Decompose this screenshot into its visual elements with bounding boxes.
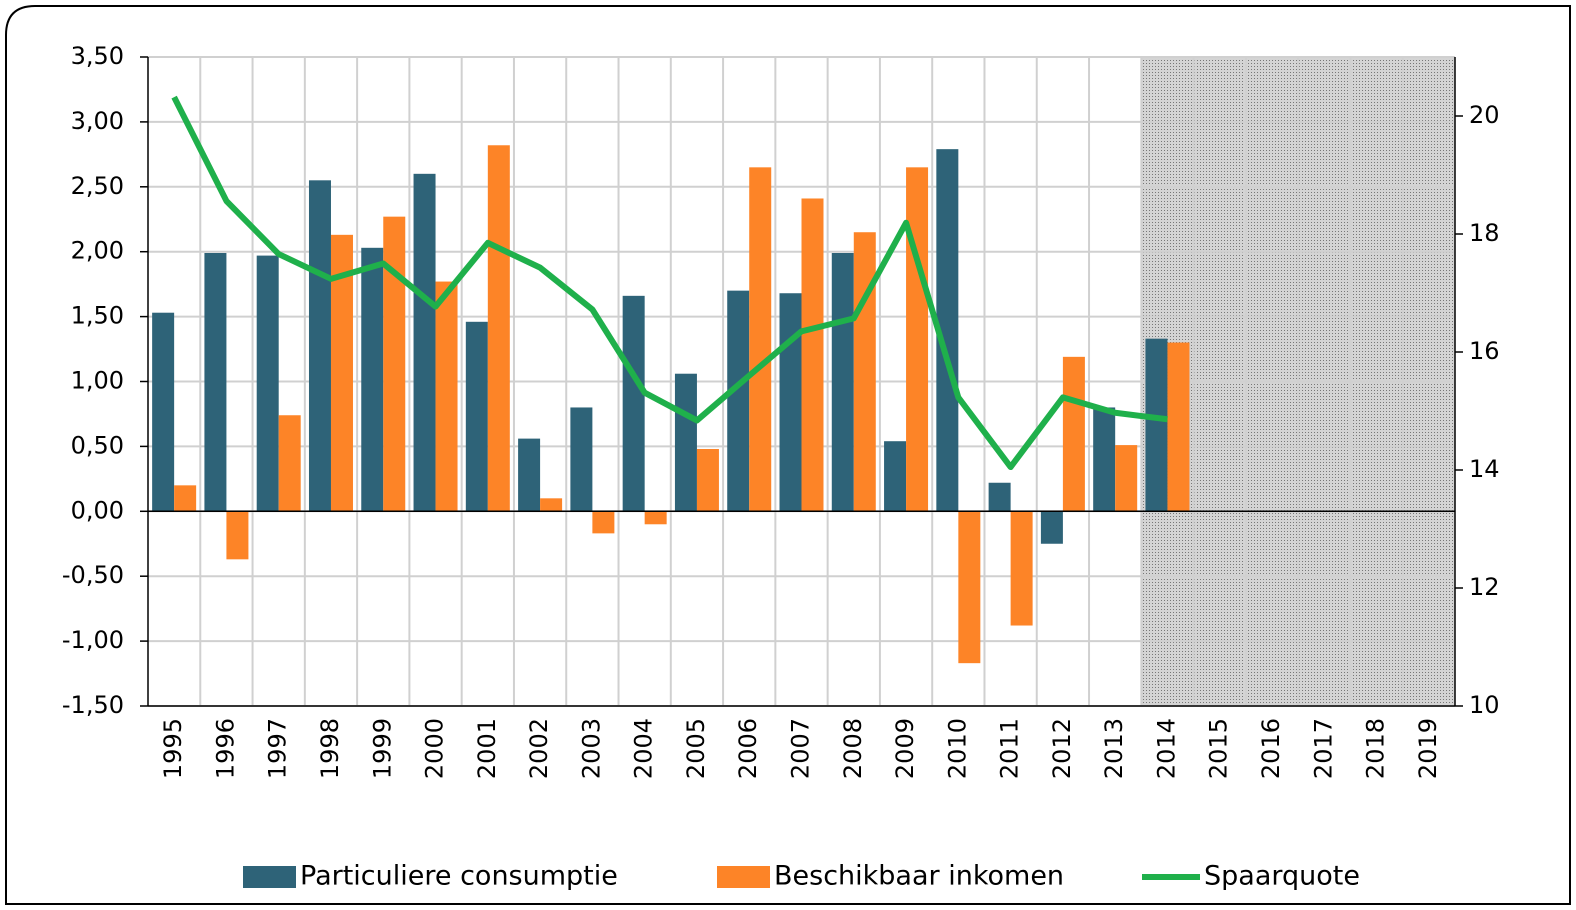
bar bbox=[853, 232, 876, 512]
x-tick-label: 1996 bbox=[211, 718, 239, 779]
y-tick-label: 0,50 bbox=[71, 431, 124, 459]
y2-tick-label: 14 bbox=[1469, 455, 1500, 483]
bar bbox=[204, 252, 227, 512]
bar bbox=[801, 198, 824, 512]
x-tick-label: 2015 bbox=[1205, 718, 1233, 779]
bar bbox=[383, 216, 406, 512]
y-tick-label: 1,50 bbox=[71, 302, 124, 330]
y-tick-label: -1,50 bbox=[62, 691, 124, 719]
bar bbox=[958, 511, 981, 664]
bar bbox=[644, 511, 667, 525]
x-tick-label: 2002 bbox=[525, 718, 553, 779]
legend-label: Spaarquote bbox=[1204, 861, 1360, 892]
x-tick-label: 2007 bbox=[787, 718, 815, 779]
bar bbox=[592, 511, 615, 534]
bar bbox=[518, 438, 541, 512]
bar bbox=[727, 290, 750, 512]
x-tick-label: 1995 bbox=[159, 718, 187, 779]
x-tick-label: 2019 bbox=[1414, 718, 1442, 779]
bar bbox=[278, 415, 301, 512]
x-tick-label: 2005 bbox=[682, 718, 710, 779]
bar bbox=[1115, 445, 1138, 512]
bar bbox=[413, 173, 436, 512]
x-tick-label: 2009 bbox=[891, 718, 919, 779]
bar bbox=[988, 482, 1011, 512]
y2-tick-label: 20 bbox=[1469, 101, 1500, 129]
bar bbox=[1167, 342, 1190, 512]
y-tick-label: 3,00 bbox=[71, 107, 124, 135]
bar bbox=[308, 180, 331, 512]
x-tick-label: 2018 bbox=[1362, 718, 1390, 779]
bar bbox=[174, 485, 197, 512]
x-tick-label: 2003 bbox=[577, 718, 605, 779]
bar bbox=[152, 312, 175, 512]
y2-tick-label: 16 bbox=[1469, 337, 1500, 365]
x-tick-label: 1999 bbox=[368, 718, 396, 779]
bar bbox=[1010, 511, 1033, 626]
bar bbox=[361, 247, 384, 512]
y-tick-label: 1,00 bbox=[71, 367, 124, 395]
x-tick-label: 2014 bbox=[1152, 718, 1180, 779]
bar bbox=[540, 498, 563, 512]
x-tick-label: 2000 bbox=[421, 718, 449, 779]
y2-tick-label: 12 bbox=[1469, 573, 1500, 601]
bar bbox=[622, 295, 645, 512]
x-tick-label: 2004 bbox=[630, 718, 658, 779]
bar bbox=[779, 293, 802, 512]
x-tick-label: 2010 bbox=[943, 718, 971, 779]
y-tick-label: -0,50 bbox=[62, 561, 124, 589]
x-tick-label: 1997 bbox=[264, 718, 292, 779]
y2-tick-label: 18 bbox=[1469, 219, 1500, 247]
bar bbox=[1062, 356, 1085, 512]
bar bbox=[696, 448, 719, 512]
bar bbox=[884, 441, 907, 512]
x-tick-label: 2011 bbox=[996, 718, 1024, 779]
x-tick-label: 2013 bbox=[1100, 718, 1128, 779]
x-tick-label: 1998 bbox=[316, 718, 344, 779]
legend-label: Particuliere consumptie bbox=[300, 861, 618, 892]
x-tick-label: 2016 bbox=[1257, 718, 1285, 779]
x-tick-label: 2001 bbox=[473, 718, 501, 779]
line bbox=[171, 95, 1168, 471]
legend-label: Beschikbaar inkomen bbox=[774, 861, 1064, 892]
bar bbox=[570, 407, 593, 512]
bar bbox=[435, 281, 458, 512]
x-tick-label: 2017 bbox=[1309, 718, 1337, 779]
bar bbox=[1040, 511, 1063, 544]
y-tick-label: -1,00 bbox=[62, 626, 124, 654]
bar bbox=[226, 511, 249, 560]
bar bbox=[1145, 338, 1168, 512]
bar bbox=[487, 145, 510, 512]
bar bbox=[465, 321, 488, 512]
bar bbox=[936, 149, 959, 512]
bar bbox=[831, 252, 854, 512]
bar bbox=[256, 255, 279, 512]
bar bbox=[674, 373, 697, 512]
y2-tick-label: 10 bbox=[1469, 691, 1500, 719]
x-tick-label: 2006 bbox=[734, 718, 762, 779]
bar bbox=[1093, 407, 1116, 512]
x-tick-label: 2012 bbox=[1048, 718, 1076, 779]
y-tick-label: 3,50 bbox=[71, 42, 124, 70]
bar bbox=[906, 167, 929, 512]
bar bbox=[749, 167, 772, 512]
y-tick-label: 2,00 bbox=[71, 237, 124, 265]
legend-swatch bbox=[717, 866, 770, 888]
legend-swatch bbox=[243, 866, 296, 888]
y-tick-label: 0,00 bbox=[71, 496, 124, 524]
bar bbox=[330, 234, 353, 512]
y-tick-label: 2,50 bbox=[71, 172, 124, 200]
x-tick-label: 2008 bbox=[839, 718, 867, 779]
